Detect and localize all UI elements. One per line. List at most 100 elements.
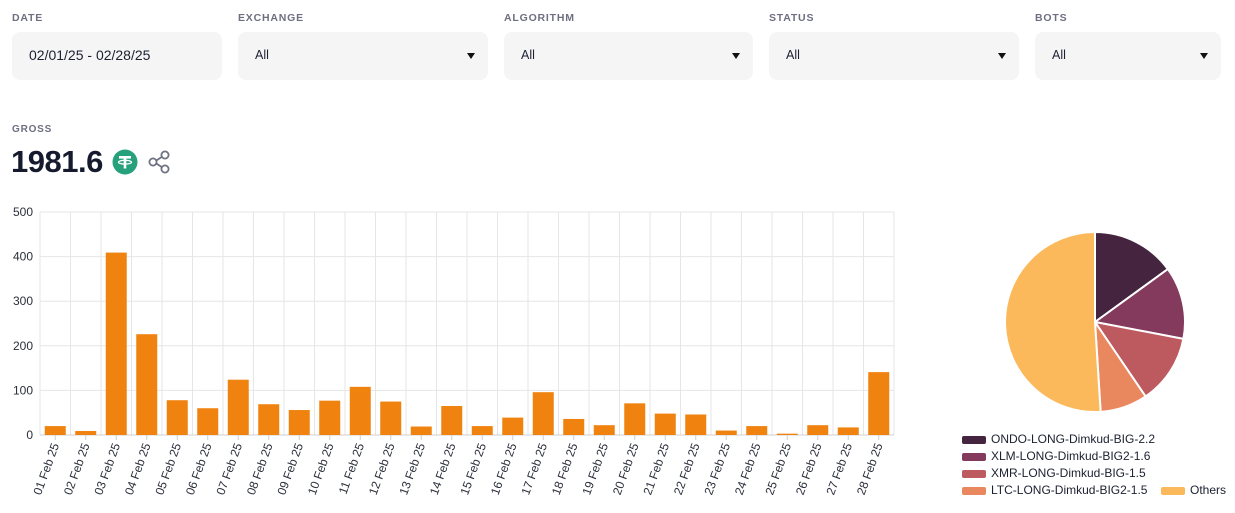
exchange-select-value: All — [255, 48, 269, 62]
legend-swatch — [962, 453, 986, 461]
chevron-down-icon — [467, 53, 475, 59]
bar[interactable] — [441, 406, 463, 435]
bar[interactable] — [715, 430, 737, 435]
bar[interactable] — [837, 427, 859, 435]
x-tick-label: 11 Feb 25 — [336, 441, 367, 496]
x-tick-label: 15 Feb 25 — [457, 441, 489, 497]
exchange-filter-label: EXCHANGE — [238, 12, 304, 24]
x-tick-label: 03 Feb 25 — [91, 441, 123, 497]
legend-swatch — [962, 487, 986, 495]
x-tick-label: 20 Feb 25 — [610, 441, 642, 497]
x-tick-label: 12 Feb 25 — [366, 441, 398, 497]
x-tick-label: 01 Feb 25 — [30, 441, 62, 497]
bar[interactable] — [776, 433, 798, 435]
legend-label: LTC-LONG-Dimkud-BIG2-1.5 — [991, 483, 1148, 497]
bar[interactable] — [136, 334, 158, 435]
x-tick-label: 25 Feb 25 — [762, 441, 794, 497]
tether-icon — [112, 149, 138, 175]
bar[interactable] — [563, 418, 585, 435]
bar[interactable] — [502, 417, 524, 435]
bar[interactable] — [624, 403, 646, 435]
status-select[interactable]: All — [769, 32, 1019, 80]
y-tick-label: 100 — [13, 383, 33, 397]
bar[interactable] — [593, 425, 615, 435]
pie-slice[interactable] — [1004, 230, 1102, 413]
x-tick-label: 21 Feb 25 — [640, 441, 672, 497]
bar[interactable] — [227, 379, 249, 435]
bar[interactable] — [105, 252, 127, 435]
bar[interactable] — [44, 426, 66, 435]
bots-select[interactable]: All — [1035, 32, 1221, 80]
x-tick-label: 05 Feb 25 — [152, 441, 184, 497]
pie-slice[interactable] — [1094, 230, 1170, 324]
x-tick-label: 23 Feb 25 — [701, 441, 733, 497]
bar[interactable] — [166, 400, 188, 435]
pie-legend: ONDO-LONG-Dimkud-BIG-2.2 XLM-LONG-Dimkud… — [962, 432, 1235, 502]
legend-swatch — [1161, 487, 1185, 495]
x-tick-label: 17 Feb 25 — [518, 441, 550, 497]
x-tick-label: 24 Feb 25 — [732, 441, 764, 497]
algorithm-filter-label: ALGORITHM — [504, 12, 575, 24]
bar[interactable] — [868, 372, 890, 435]
x-tick-label: 10 Feb 25 — [305, 441, 337, 497]
exchange-select[interactable]: All — [238, 32, 488, 80]
chevron-down-icon — [732, 53, 740, 59]
legend-swatch — [962, 436, 986, 444]
bar[interactable] — [288, 410, 310, 435]
gross-value: 1981.6 — [11, 144, 103, 179]
date-filter-label: DATE — [12, 12, 44, 24]
x-tick-label: 06 Feb 25 — [183, 441, 215, 497]
bar[interactable] — [197, 408, 219, 435]
bots-pie-chart — [1004, 230, 1186, 413]
bar[interactable] — [807, 425, 829, 435]
x-tick-label: 19 Feb 25 — [579, 441, 611, 497]
bar[interactable] — [349, 386, 371, 435]
x-tick-label: 27 Feb 25 — [823, 441, 855, 497]
date-range-value: 02/01/25 - 02/28/25 — [29, 47, 151, 63]
x-tick-label: 26 Feb 25 — [793, 441, 825, 497]
legend-label: Others — [1190, 483, 1227, 497]
bar[interactable] — [75, 430, 97, 435]
bar[interactable] — [319, 400, 341, 435]
legend-label: ONDO-LONG-Dimkud-BIG-2.2 — [991, 432, 1156, 446]
y-tick-label: 0 — [26, 428, 33, 442]
status-select-value: All — [786, 48, 800, 62]
y-tick-label: 200 — [13, 339, 33, 353]
x-tick-label: 14 Feb 25 — [427, 441, 459, 497]
chevron-down-icon — [1200, 53, 1208, 59]
x-tick-label: 08 Feb 25 — [244, 441, 276, 497]
x-tick-label: 04 Feb 25 — [122, 441, 154, 497]
date-range-input[interactable]: 02/01/25 - 02/28/25 — [12, 32, 222, 80]
x-tick-label: 09 Feb 25 — [274, 441, 306, 497]
bar[interactable] — [532, 392, 554, 435]
algorithm-select-value: All — [521, 48, 535, 62]
pie-slice[interactable] — [1092, 320, 1185, 398]
bar[interactable] — [380, 401, 402, 435]
legend-swatch — [962, 470, 986, 478]
x-tick-label: 02 Feb 25 — [61, 441, 93, 497]
bar[interactable] — [654, 413, 676, 435]
x-tick-label: 16 Feb 25 — [488, 441, 520, 497]
x-tick-label: 28 Feb 25 — [854, 441, 886, 497]
pie-slice[interactable] — [1092, 267, 1186, 341]
chevron-down-icon — [998, 53, 1006, 59]
legend-label: XMR-LONG-Dimkud-BIG-1.5 — [991, 466, 1146, 480]
y-tick-label: 400 — [13, 250, 33, 264]
algorithm-select[interactable]: All — [504, 32, 753, 80]
bar[interactable] — [746, 426, 768, 435]
bar[interactable] — [258, 404, 280, 435]
bots-filter-label: BOTS — [1035, 12, 1068, 24]
x-tick-label: 13 Feb 25 — [396, 441, 428, 497]
bar[interactable] — [410, 426, 432, 435]
share-icon[interactable] — [146, 149, 172, 175]
bar[interactable] — [685, 414, 707, 435]
gross-label: GROSS — [12, 124, 53, 135]
y-tick-label: 500 — [13, 205, 33, 219]
bar[interactable] — [471, 426, 493, 435]
status-filter-label: STATUS — [769, 12, 815, 24]
x-tick-label: 07 Feb 25 — [213, 441, 245, 497]
y-tick-label: 300 — [13, 294, 33, 308]
legend-label: XLM-LONG-Dimkud-BIG2-1.6 — [991, 449, 1151, 463]
x-tick-label: 18 Feb 25 — [549, 441, 581, 497]
